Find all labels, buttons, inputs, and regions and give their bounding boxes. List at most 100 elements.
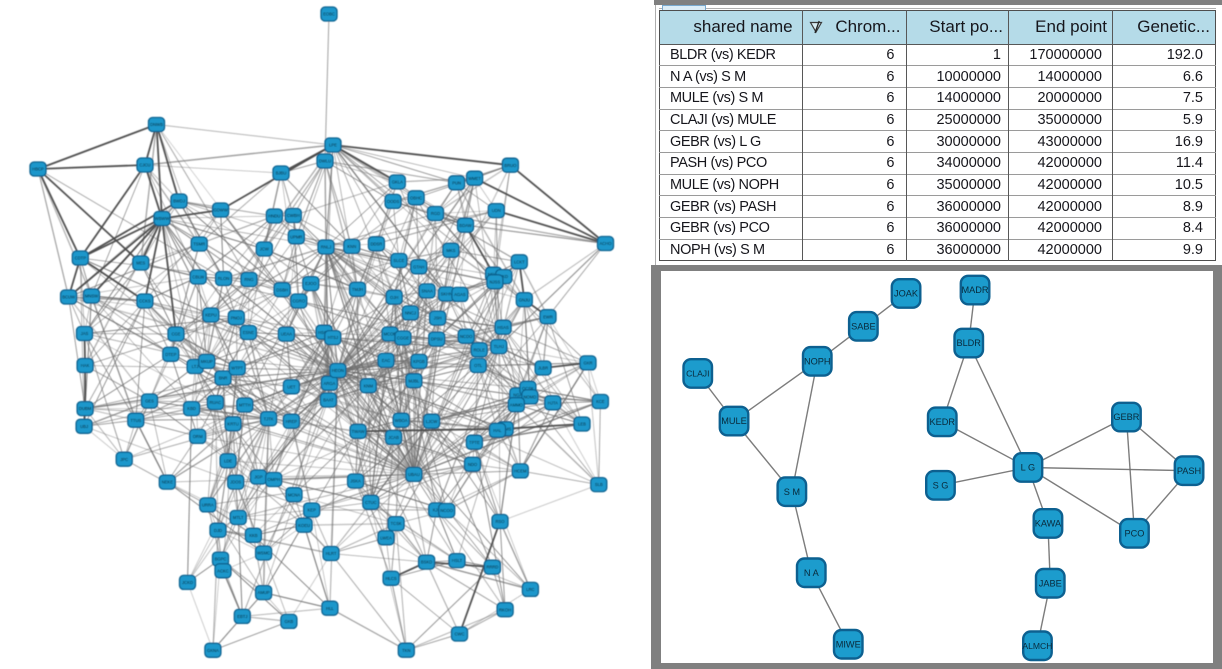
svg-text:MIWE: MIWE: [836, 639, 861, 649]
svg-text:JLBR: JLBR: [538, 366, 548, 371]
svg-text:HREP: HREP: [286, 419, 298, 424]
svg-text:HCEM: HCEM: [514, 469, 527, 474]
svg-text:DNWB: DNWB: [150, 122, 163, 127]
svg-text:UPMR: UPMR: [290, 234, 302, 239]
svg-text:JDOS: JDOS: [230, 480, 241, 485]
svg-text:DSBH: DSBH: [276, 287, 288, 292]
svg-text:LWEA: LWEA: [380, 535, 392, 540]
svg-text:MKUP: MKUP: [201, 359, 213, 364]
svg-text:LDE: LDE: [224, 458, 232, 463]
svg-text:NOMD: NOMD: [524, 395, 537, 400]
svg-text:S M: S M: [784, 487, 800, 497]
svg-text:LJCW: LJCW: [426, 419, 437, 424]
svg-text:GNJU: GNJU: [519, 297, 530, 302]
svg-text:BGPC: BGPC: [215, 557, 227, 562]
svg-text:BSKD: BSKD: [421, 560, 432, 565]
svg-text:URRA: URRA: [202, 503, 214, 508]
svg-text:PUN: PUN: [452, 180, 461, 185]
svg-text:GES: GES: [145, 399, 154, 404]
svg-text:SLB: SLB: [595, 482, 603, 487]
svg-text:BRUO: BRUO: [504, 163, 517, 168]
svg-text:ACHO: ACHO: [599, 241, 612, 246]
svg-text:OJH: OJH: [390, 295, 398, 300]
svg-text:MJBL: MJBL: [409, 378, 420, 383]
svg-text:DWLU: DWLU: [319, 159, 331, 164]
svg-text:BCUW: BCUW: [62, 295, 75, 300]
svg-text:JCW: JCW: [260, 247, 269, 252]
svg-text:MTLT: MTLT: [233, 515, 244, 520]
svg-text:BWDJ: BWDJ: [173, 199, 185, 204]
svg-text:GKLA: GKLA: [392, 180, 403, 185]
svg-text:HBCP: HBCP: [32, 167, 44, 172]
svg-text:NCDO: NCDO: [460, 334, 473, 339]
svg-text:CGRO: CGRO: [293, 299, 306, 304]
svg-text:SLCE: SLCE: [393, 258, 404, 263]
svg-text:JSKA: JSKA: [350, 479, 361, 484]
svg-text:NJSS: NJSS: [490, 279, 501, 284]
svg-text:HAK: HAK: [81, 363, 90, 368]
svg-text:CBLW: CBLW: [192, 275, 204, 280]
svg-text:DPSU: DPSU: [431, 337, 443, 342]
svg-text:TLHJ: TLHJ: [494, 344, 504, 349]
svg-text:TKN: TKN: [402, 648, 410, 653]
svg-text:BLDR: BLDR: [956, 338, 981, 348]
svg-text:MNSW: MNSW: [85, 294, 98, 299]
svg-text:ARGA: ARGA: [323, 381, 335, 386]
svg-text:ORM: ORM: [193, 434, 203, 439]
svg-text:HEON: HEON: [332, 368, 344, 373]
svg-text:GKR: GKR: [583, 361, 592, 366]
svg-text:KOEU: KOEU: [298, 523, 310, 528]
svg-text:RKOH: RKOH: [499, 607, 511, 612]
svg-text:KEDR: KEDR: [930, 417, 956, 427]
svg-text:DJD: DJD: [214, 528, 222, 533]
svg-text:MES: MES: [136, 261, 145, 266]
svg-text:HTSJ: HTSJ: [328, 335, 338, 340]
svg-text:KAWA: KAWA: [1035, 519, 1062, 529]
svg-text:TTUS: TTUS: [130, 418, 141, 423]
svg-text:GDWW: GDWW: [214, 208, 228, 213]
svg-text:MULE: MULE: [721, 416, 747, 426]
svg-text:EAC: EAC: [382, 358, 391, 363]
svg-text:N A: N A: [804, 568, 820, 578]
svg-text:JABE: JABE: [1039, 578, 1062, 588]
svg-text:HSGP: HSGP: [318, 330, 330, 335]
svg-text:TWAW: TWAW: [352, 429, 365, 434]
svg-text:PCO: PCO: [1125, 529, 1145, 539]
svg-text:KNN: KNN: [347, 244, 356, 249]
svg-text:OBHC: OBHC: [410, 195, 422, 200]
svg-text:RUAC: RUAC: [209, 400, 221, 405]
svg-text:LEB: LEB: [578, 422, 586, 427]
svg-text:EOBC: EOBC: [323, 12, 335, 17]
svg-text:UBJ: UBJ: [80, 424, 88, 429]
svg-text:NEKE: NEKE: [162, 480, 174, 485]
svg-text:JSH: JSH: [434, 316, 442, 321]
svg-text:MCOR: MCOR: [384, 332, 397, 337]
svg-text:ESNE: ESNE: [243, 330, 255, 335]
svg-text:HSLT: HSLT: [452, 558, 463, 563]
svg-text:TJTK: TJTK: [264, 416, 274, 421]
svg-text:NOPH: NOPH: [804, 357, 831, 367]
svg-text:LCKT: LCKT: [514, 259, 525, 264]
svg-text:RSO: RSO: [495, 519, 505, 524]
svg-text:HNDU: HNDU: [268, 214, 280, 219]
svg-text:OMPH: OMPH: [267, 477, 280, 482]
svg-text:BJBU: BJBU: [276, 171, 287, 176]
svg-text:DDSR: DDSR: [370, 241, 382, 246]
svg-text:JPC: JPC: [120, 457, 128, 462]
svg-text:KPGB: KPGB: [413, 359, 425, 364]
svg-text:NGA: NGA: [513, 393, 522, 398]
svg-text:KKB: KKB: [249, 533, 258, 538]
svg-text:TPTE: TPTE: [469, 440, 480, 445]
svg-text:WTPT: WTPT: [231, 366, 243, 371]
svg-text:BNR: BNR: [219, 376, 228, 381]
svg-text:AMMO: AMMO: [510, 402, 524, 407]
svg-text:ACKC: ACKC: [217, 568, 229, 573]
svg-text:CGE: CGE: [171, 332, 180, 337]
svg-text:TMJH: TMJH: [352, 287, 363, 292]
svg-text:AMUP: AMUP: [258, 590, 270, 595]
svg-text:MCNA: MCNA: [288, 492, 301, 497]
svg-text:GTAH: GTAH: [413, 264, 424, 269]
svg-text:KEPU: KEPU: [205, 313, 216, 318]
svg-text:UDN: UDN: [492, 208, 501, 213]
svg-text:RNLJ: RNLJ: [321, 245, 331, 250]
